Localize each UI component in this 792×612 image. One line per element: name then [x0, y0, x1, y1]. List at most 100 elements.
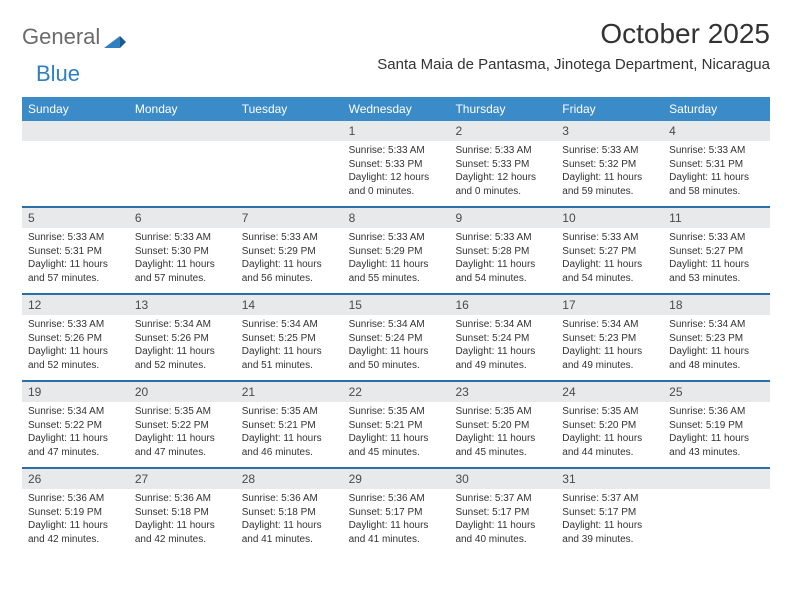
- weekday-thu: Thursday: [449, 97, 556, 121]
- day-cell: 8Sunrise: 5:33 AMSunset: 5:29 PMDaylight…: [343, 208, 450, 293]
- weekday-sun: Sunday: [22, 97, 129, 121]
- sunrise-text: Sunrise: 5:33 AM: [135, 231, 230, 245]
- day-body: Sunrise: 5:33 AMSunset: 5:31 PMDaylight:…: [663, 141, 770, 206]
- sunrise-text: Sunrise: 5:33 AM: [28, 318, 123, 332]
- day-body: Sunrise: 5:34 AMSunset: 5:23 PMDaylight:…: [556, 315, 663, 380]
- day-number: 30: [449, 469, 556, 489]
- sunrise-text: Sunrise: 5:34 AM: [242, 318, 337, 332]
- day-number: [236, 121, 343, 141]
- day-number: [129, 121, 236, 141]
- day-cell: [129, 121, 236, 206]
- sunrise-text: Sunrise: 5:33 AM: [669, 231, 764, 245]
- daylight-text: Daylight: 11 hours and 51 minutes.: [242, 345, 337, 372]
- day-body: [22, 141, 129, 201]
- sunrise-text: Sunrise: 5:37 AM: [455, 492, 550, 506]
- day-cell: 18Sunrise: 5:34 AMSunset: 5:23 PMDayligh…: [663, 295, 770, 380]
- sunset-text: Sunset: 5:28 PM: [455, 245, 550, 259]
- day-body: [236, 141, 343, 201]
- day-cell: 25Sunrise: 5:36 AMSunset: 5:19 PMDayligh…: [663, 382, 770, 467]
- day-body: [663, 489, 770, 549]
- sunset-text: Sunset: 5:19 PM: [669, 419, 764, 433]
- daylight-text: Daylight: 11 hours and 47 minutes.: [135, 432, 230, 459]
- sunrise-text: Sunrise: 5:36 AM: [28, 492, 123, 506]
- sunrise-text: Sunrise: 5:33 AM: [455, 231, 550, 245]
- logo-text-1: General: [22, 24, 100, 50]
- sunrise-text: Sunrise: 5:33 AM: [455, 144, 550, 158]
- sunrise-text: Sunrise: 5:33 AM: [562, 231, 657, 245]
- daylight-text: Daylight: 11 hours and 52 minutes.: [135, 345, 230, 372]
- sunset-text: Sunset: 5:29 PM: [349, 245, 444, 259]
- day-body: Sunrise: 5:35 AMSunset: 5:21 PMDaylight:…: [236, 402, 343, 467]
- week-row: 1Sunrise: 5:33 AMSunset: 5:33 PMDaylight…: [22, 121, 770, 208]
- day-body: Sunrise: 5:34 AMSunset: 5:23 PMDaylight:…: [663, 315, 770, 380]
- day-body: Sunrise: 5:35 AMSunset: 5:20 PMDaylight:…: [556, 402, 663, 467]
- sunrise-text: Sunrise: 5:33 AM: [349, 231, 444, 245]
- sunrise-text: Sunrise: 5:36 AM: [242, 492, 337, 506]
- sunset-text: Sunset: 5:20 PM: [455, 419, 550, 433]
- day-cell: 17Sunrise: 5:34 AMSunset: 5:23 PMDayligh…: [556, 295, 663, 380]
- sunrise-text: Sunrise: 5:34 AM: [28, 405, 123, 419]
- day-number: 6: [129, 208, 236, 228]
- day-number: 18: [663, 295, 770, 315]
- daylight-text: Daylight: 11 hours and 58 minutes.: [669, 171, 764, 198]
- sunrise-text: Sunrise: 5:35 AM: [349, 405, 444, 419]
- daylight-text: Daylight: 11 hours and 42 minutes.: [28, 519, 123, 546]
- day-number: 27: [129, 469, 236, 489]
- sunset-text: Sunset: 5:18 PM: [135, 506, 230, 520]
- sunset-text: Sunset: 5:27 PM: [562, 245, 657, 259]
- sunset-text: Sunset: 5:23 PM: [669, 332, 764, 346]
- sunrise-text: Sunrise: 5:35 AM: [135, 405, 230, 419]
- week-row: 26Sunrise: 5:36 AMSunset: 5:19 PMDayligh…: [22, 469, 770, 554]
- weekday-fri: Friday: [556, 97, 663, 121]
- sunset-text: Sunset: 5:31 PM: [669, 158, 764, 172]
- day-number: 12: [22, 295, 129, 315]
- day-number: 28: [236, 469, 343, 489]
- sunrise-text: Sunrise: 5:37 AM: [562, 492, 657, 506]
- weekday-wed: Wednesday: [343, 97, 450, 121]
- day-number: 17: [556, 295, 663, 315]
- day-number: 20: [129, 382, 236, 402]
- sunset-text: Sunset: 5:20 PM: [562, 419, 657, 433]
- sunset-text: Sunset: 5:17 PM: [455, 506, 550, 520]
- day-number: 3: [556, 121, 663, 141]
- day-number: 11: [663, 208, 770, 228]
- day-cell: 3Sunrise: 5:33 AMSunset: 5:32 PMDaylight…: [556, 121, 663, 206]
- day-body: Sunrise: 5:33 AMSunset: 5:26 PMDaylight:…: [22, 315, 129, 380]
- sunrise-text: Sunrise: 5:36 AM: [669, 405, 764, 419]
- sunset-text: Sunset: 5:21 PM: [349, 419, 444, 433]
- sunset-text: Sunset: 5:24 PM: [349, 332, 444, 346]
- day-cell: 6Sunrise: 5:33 AMSunset: 5:30 PMDaylight…: [129, 208, 236, 293]
- day-cell: 23Sunrise: 5:35 AMSunset: 5:20 PMDayligh…: [449, 382, 556, 467]
- day-number: 10: [556, 208, 663, 228]
- day-number: [22, 121, 129, 141]
- day-cell: 9Sunrise: 5:33 AMSunset: 5:28 PMDaylight…: [449, 208, 556, 293]
- day-body: Sunrise: 5:34 AMSunset: 5:24 PMDaylight:…: [343, 315, 450, 380]
- day-body: Sunrise: 5:36 AMSunset: 5:19 PMDaylight:…: [22, 489, 129, 554]
- day-body: Sunrise: 5:33 AMSunset: 5:27 PMDaylight:…: [556, 228, 663, 293]
- day-cell: 2Sunrise: 5:33 AMSunset: 5:33 PMDaylight…: [449, 121, 556, 206]
- title-block: October 2025 Santa Maia de Pantasma, Jin…: [377, 18, 770, 73]
- week-row: 12Sunrise: 5:33 AMSunset: 5:26 PMDayligh…: [22, 295, 770, 382]
- sunrise-text: Sunrise: 5:35 AM: [562, 405, 657, 419]
- day-body: Sunrise: 5:33 AMSunset: 5:29 PMDaylight:…: [343, 228, 450, 293]
- weekday-header: Sunday Monday Tuesday Wednesday Thursday…: [22, 97, 770, 121]
- sunset-text: Sunset: 5:19 PM: [28, 506, 123, 520]
- sunset-text: Sunset: 5:33 PM: [455, 158, 550, 172]
- logo: General: [22, 18, 128, 50]
- day-body: Sunrise: 5:36 AMSunset: 5:18 PMDaylight:…: [236, 489, 343, 554]
- sunrise-text: Sunrise: 5:33 AM: [669, 144, 764, 158]
- day-cell: 30Sunrise: 5:37 AMSunset: 5:17 PMDayligh…: [449, 469, 556, 554]
- day-number: 14: [236, 295, 343, 315]
- day-cell: 22Sunrise: 5:35 AMSunset: 5:21 PMDayligh…: [343, 382, 450, 467]
- sunrise-text: Sunrise: 5:34 AM: [349, 318, 444, 332]
- logo-icon: [104, 30, 126, 44]
- calendar: Sunday Monday Tuesday Wednesday Thursday…: [22, 97, 770, 554]
- day-cell: 21Sunrise: 5:35 AMSunset: 5:21 PMDayligh…: [236, 382, 343, 467]
- sunset-text: Sunset: 5:33 PM: [349, 158, 444, 172]
- sunrise-text: Sunrise: 5:33 AM: [562, 144, 657, 158]
- sunrise-text: Sunrise: 5:36 AM: [135, 492, 230, 506]
- daylight-text: Daylight: 11 hours and 42 minutes.: [135, 519, 230, 546]
- day-cell: 24Sunrise: 5:35 AMSunset: 5:20 PMDayligh…: [556, 382, 663, 467]
- daylight-text: Daylight: 11 hours and 50 minutes.: [349, 345, 444, 372]
- day-cell: [236, 121, 343, 206]
